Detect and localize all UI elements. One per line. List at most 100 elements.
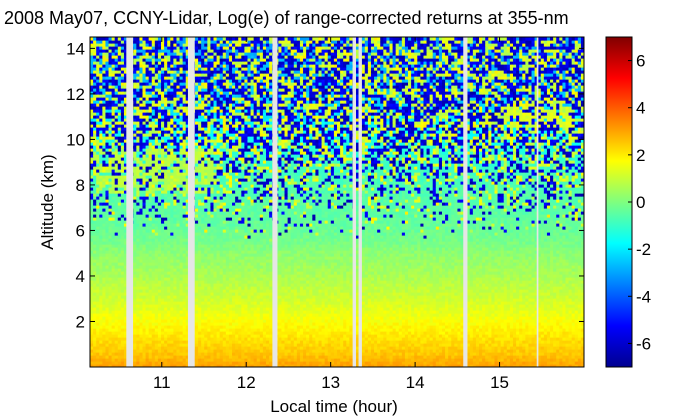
heatmap-cell [398,355,403,359]
heatmap-cell [441,337,446,341]
heatmap-cell [330,340,335,344]
heatmap-cell [441,349,446,353]
heatmap-cell [475,352,480,356]
heatmap-cell [299,343,304,347]
heatmap-cell [370,349,375,353]
heatmap-cell [309,358,313,362]
heatmap-cell [577,346,582,350]
heatmap-cell [111,337,116,341]
heatmap-cell [164,361,168,365]
heatmap-cell [256,352,261,356]
heatmap-cell [299,340,304,344]
heatmap-cell [516,340,520,344]
heatmap-cell [278,346,283,350]
heatmap-cell [488,337,492,341]
heatmap-cell [494,337,499,341]
heatmap-cell [531,343,536,347]
heatmap-cell [497,346,502,350]
heatmap-cell [207,343,212,347]
heatmap-cell [90,355,94,359]
heatmap-cell [238,343,242,347]
heatmap-cell [559,352,563,356]
heatmap-cell [108,337,113,341]
heatmap-cell [571,343,576,347]
heatmap-cell [469,361,474,365]
heatmap-cell [475,340,480,344]
heatmap-cell [123,343,128,347]
heatmap-cell [364,352,369,356]
heatmap-cell [364,340,369,344]
heatmap-cell [479,343,483,347]
heatmap-cell [306,340,310,344]
heatmap-cell [374,340,378,344]
heatmap-cell [580,355,584,359]
heatmap-cell [346,337,350,341]
heatmap-cell [164,349,168,353]
heatmap-cell [441,358,446,362]
heatmap-cell [349,346,354,350]
heatmap-cell [207,361,212,365]
heatmap-cell [321,364,326,367]
heatmap-cell [374,337,378,341]
heatmap-cell [466,355,471,359]
heatmap-cell [494,349,499,353]
heatmap-cell [550,343,554,347]
heatmap-cell [472,358,477,362]
heatmap-cell [457,340,462,344]
heatmap-cell [540,340,545,344]
heatmap-cell [256,355,261,359]
heatmap-cell [117,364,122,367]
heatmap-cell [380,340,384,344]
heatmap-cell [120,349,125,353]
heatmap-cell [343,364,347,367]
heatmap-cell [324,340,329,344]
heatmap-cell [438,340,443,344]
heatmap-cell [408,352,412,356]
heatmap-cell [500,349,505,353]
heatmap-cell [303,349,307,353]
heatmap-cell [247,364,252,367]
heatmap-cell [256,343,261,347]
heatmap-cell [219,349,224,353]
heatmap-cell [312,361,316,365]
heatmap-cell [337,364,341,367]
heatmap-cell [303,346,307,350]
heatmap-cell [108,358,113,362]
heatmap-cell [238,358,242,362]
heatmap-cell [105,361,110,365]
heatmap-cell [574,343,579,347]
heatmap-cell [293,355,298,359]
heatmap-cell [198,349,202,353]
heatmap-cell [318,358,323,362]
heatmap-cell [370,340,375,344]
heatmap-cell [562,343,567,347]
heatmap-cell [161,358,165,362]
heatmap-cell [472,361,477,365]
heatmap-cell [525,364,530,367]
heatmap-cell [228,340,233,344]
heatmap-cell [537,346,542,350]
heatmap-cell [337,346,341,350]
heatmap-cell [210,361,215,365]
heatmap-cell [441,340,446,344]
heatmap-cell [432,343,437,347]
heatmap-cell [386,349,391,353]
heatmap-cell [93,352,97,356]
heatmap-cell [466,337,471,341]
heatmap-cell [142,355,147,359]
heatmap-cell [494,352,499,356]
heatmap-cell [133,364,137,367]
heatmap-cell [537,352,542,356]
heatmap-cell [417,346,421,350]
heatmap-cell [151,337,156,341]
heatmap-cell [293,337,298,341]
heatmap-cell [355,364,360,367]
heatmap-cell [90,340,94,344]
heatmap-cell [525,349,530,353]
heatmap-cell [423,337,428,341]
heatmap-cell [445,337,449,341]
heatmap-cell [531,340,536,344]
heatmap-cell [299,346,304,350]
heatmap-cell [528,346,533,350]
heatmap-cell [114,364,119,367]
